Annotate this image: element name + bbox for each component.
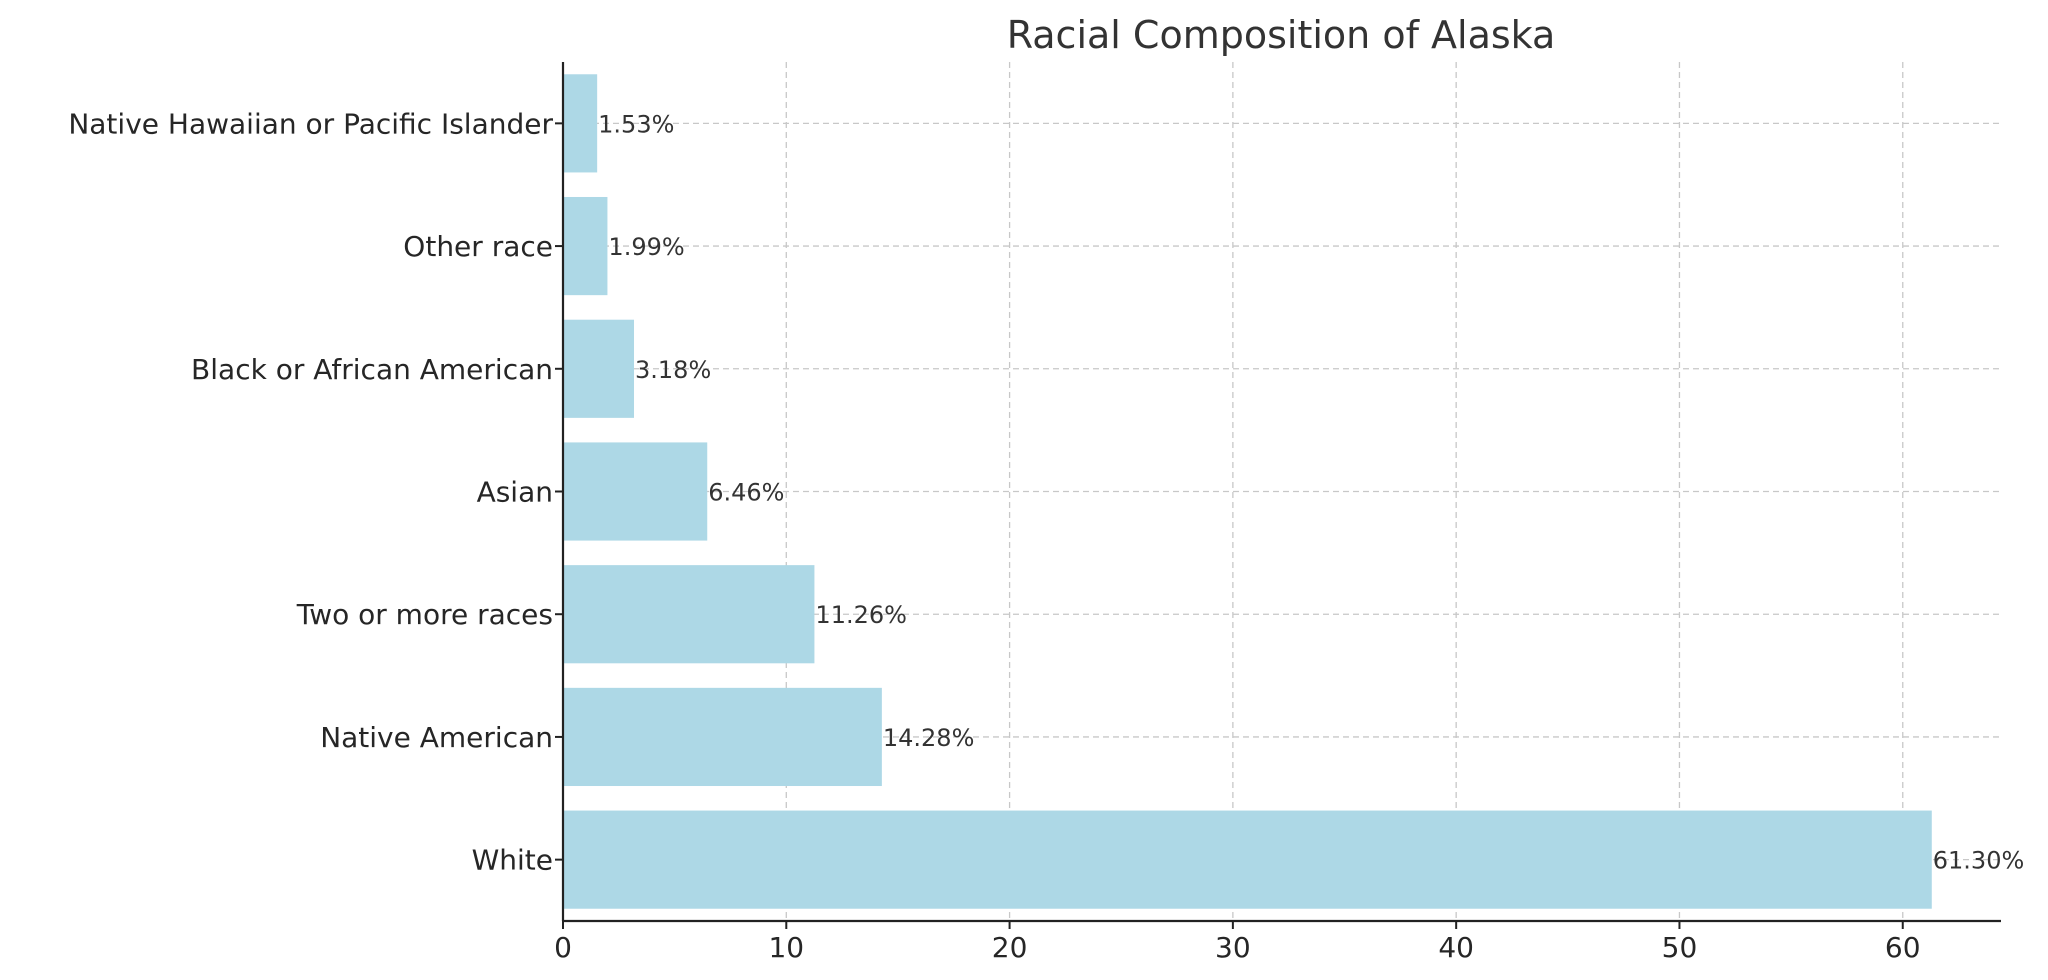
- x-tick-label: 40: [1438, 931, 1474, 964]
- data-label: 1.99%: [608, 233, 684, 261]
- data-label: 14.28%: [883, 724, 975, 752]
- category-label: Native American: [320, 721, 553, 754]
- x-ticks: 0 10 20 30 40 50 60: [554, 921, 1921, 964]
- x-tick-label: 50: [1662, 931, 1698, 964]
- data-label: 11.26%: [815, 601, 907, 629]
- bar: [563, 196, 608, 296]
- x-tick-label: 60: [1885, 931, 1921, 964]
- bar: [563, 810, 1932, 909]
- bar: [563, 565, 815, 664]
- x-tick-label: 20: [992, 931, 1028, 964]
- bar: [563, 74, 598, 173]
- data-label: 1.53%: [598, 110, 674, 138]
- x-tick-label: 30: [1215, 931, 1251, 964]
- category-labels: White Native American Two or more races Asi…: [68, 107, 563, 877]
- bar: [563, 319, 635, 418]
- category-label: Two or more races: [296, 598, 553, 631]
- category-label: Other race: [403, 230, 553, 263]
- chart-title: Racial Composition of Alaska: [1007, 13, 1556, 57]
- bar: [563, 687, 882, 787]
- data-labels: 61.30% 14.28% 11.26% 6.46% 3.18% 1.99% 1.53%: [598, 110, 2024, 874]
- data-label: 3.18%: [635, 356, 711, 384]
- category-label: Native Hawaiian or Pacific Islander: [68, 107, 553, 140]
- category-label: Asian: [477, 476, 553, 509]
- data-label: 61.30%: [1933, 847, 2025, 875]
- category-label: White: [472, 844, 553, 877]
- bar: [563, 442, 708, 541]
- category-label: Black or African American: [191, 353, 553, 386]
- bars: [563, 74, 1932, 909]
- x-tick-label: 0: [554, 931, 572, 964]
- data-label: 6.46%: [708, 479, 784, 507]
- x-tick-label: 10: [768, 931, 804, 964]
